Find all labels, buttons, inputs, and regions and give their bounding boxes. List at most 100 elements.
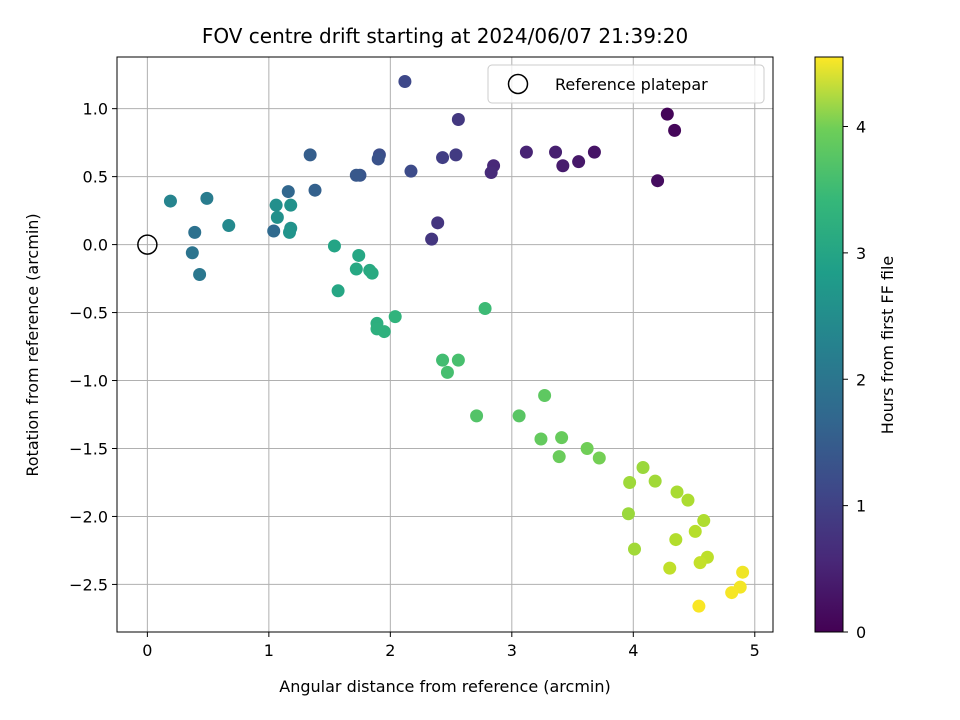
data-point [592,451,606,465]
data-point [327,239,341,253]
data-point [388,310,402,324]
data-point [651,174,665,188]
x-tick-label: 1 [264,641,274,660]
plot-frame [116,56,774,633]
data-point [303,148,317,162]
data-point [648,474,662,488]
reference-platepar-marker [137,234,158,255]
x-axis-ticks: 0 1 2 3 4 5 [142,632,760,660]
y-tick-label: −1.0 [69,372,108,391]
data-point [725,586,739,600]
data-point [628,542,642,556]
data-point [623,475,637,489]
colorbar-gradient [814,56,844,633]
colorbar-label: Hours from first FF file [878,256,897,435]
x-tick-label: 3 [507,641,517,660]
data-point [451,353,465,367]
data-point [449,148,463,162]
data-point [697,514,711,528]
data-point [669,533,683,547]
x-tick-label: 0 [142,641,152,660]
data-point [519,145,533,159]
data-point [484,166,498,180]
data-point [580,441,594,455]
data-point [284,198,298,212]
y-axis-ticks: −2.5 −2.0 −1.5 −1.0 −0.5 0.0 0.5 1.0 [69,100,117,594]
y-tick-label: −1.5 [69,439,108,458]
data-point [188,225,202,239]
colorbar-tick-label: 1 [856,497,866,516]
data-point [269,198,283,212]
data-point [692,599,706,613]
data-point [398,74,412,88]
data-points [163,74,750,613]
colorbar-tick-label: 2 [856,370,866,389]
y-tick-label: 1.0 [83,100,108,119]
data-point [283,225,297,239]
data-point [681,493,695,507]
reference-marker [137,234,158,255]
legend-label: Reference platepar [555,75,708,94]
data-point [281,185,295,199]
data-point [185,246,199,260]
data-point [670,485,684,499]
data-point [636,461,650,475]
colorbar-tick-label: 0 [856,623,866,642]
y-axis-label: Rotation from reference (arcmin) [23,213,42,476]
grid-lines [117,57,773,632]
x-tick-label: 2 [385,641,395,660]
data-point [572,155,586,169]
data-point [470,409,484,423]
colorbar-tick-label: 3 [856,244,866,263]
data-point [688,524,702,538]
colorbar: 0 1 2 3 4 Hours from first FF file [814,56,897,642]
data-point [693,556,707,570]
data-point [478,301,492,315]
data-point [512,409,526,423]
data-point [587,145,601,159]
x-tick-label: 4 [628,641,638,660]
y-tick-label: 0.0 [83,236,108,255]
chart-title: FOV centre drift starting at 2024/06/07 … [202,24,688,48]
data-point [549,145,563,159]
data-point [308,183,322,197]
data-point [331,284,345,298]
data-point [660,107,674,121]
x-tick-label: 5 [750,641,760,660]
data-point [436,353,450,367]
data-point [193,267,207,281]
data-point [440,365,454,379]
legend: Reference platepar [487,64,765,104]
data-point [200,191,214,205]
data-point [621,507,635,521]
y-tick-label: −0.5 [69,304,108,323]
colorbar-tick-label: 4 [856,118,866,137]
data-point [436,151,450,165]
data-point [451,113,465,127]
data-point [352,248,366,262]
data-point [736,565,750,579]
data-point [431,216,445,230]
data-point [163,194,177,208]
colorbar-ticks: 0 1 2 3 4 [843,118,866,642]
data-point [556,159,570,173]
y-tick-label: 0.5 [83,168,108,187]
data-point [663,561,677,575]
data-point [404,164,418,178]
data-point [425,232,439,246]
data-point [538,388,552,402]
data-point [555,431,569,445]
x-axis-label: Angular distance from reference (arcmin) [279,677,610,696]
data-point [365,266,379,280]
data-point [371,152,385,166]
data-point [222,219,236,233]
legend-box [487,64,765,104]
y-tick-label: −2.5 [69,575,108,594]
data-point [552,450,566,464]
data-point [377,325,391,339]
data-point [270,210,284,224]
data-point [534,432,548,446]
y-tick-label: −2.0 [69,507,108,526]
